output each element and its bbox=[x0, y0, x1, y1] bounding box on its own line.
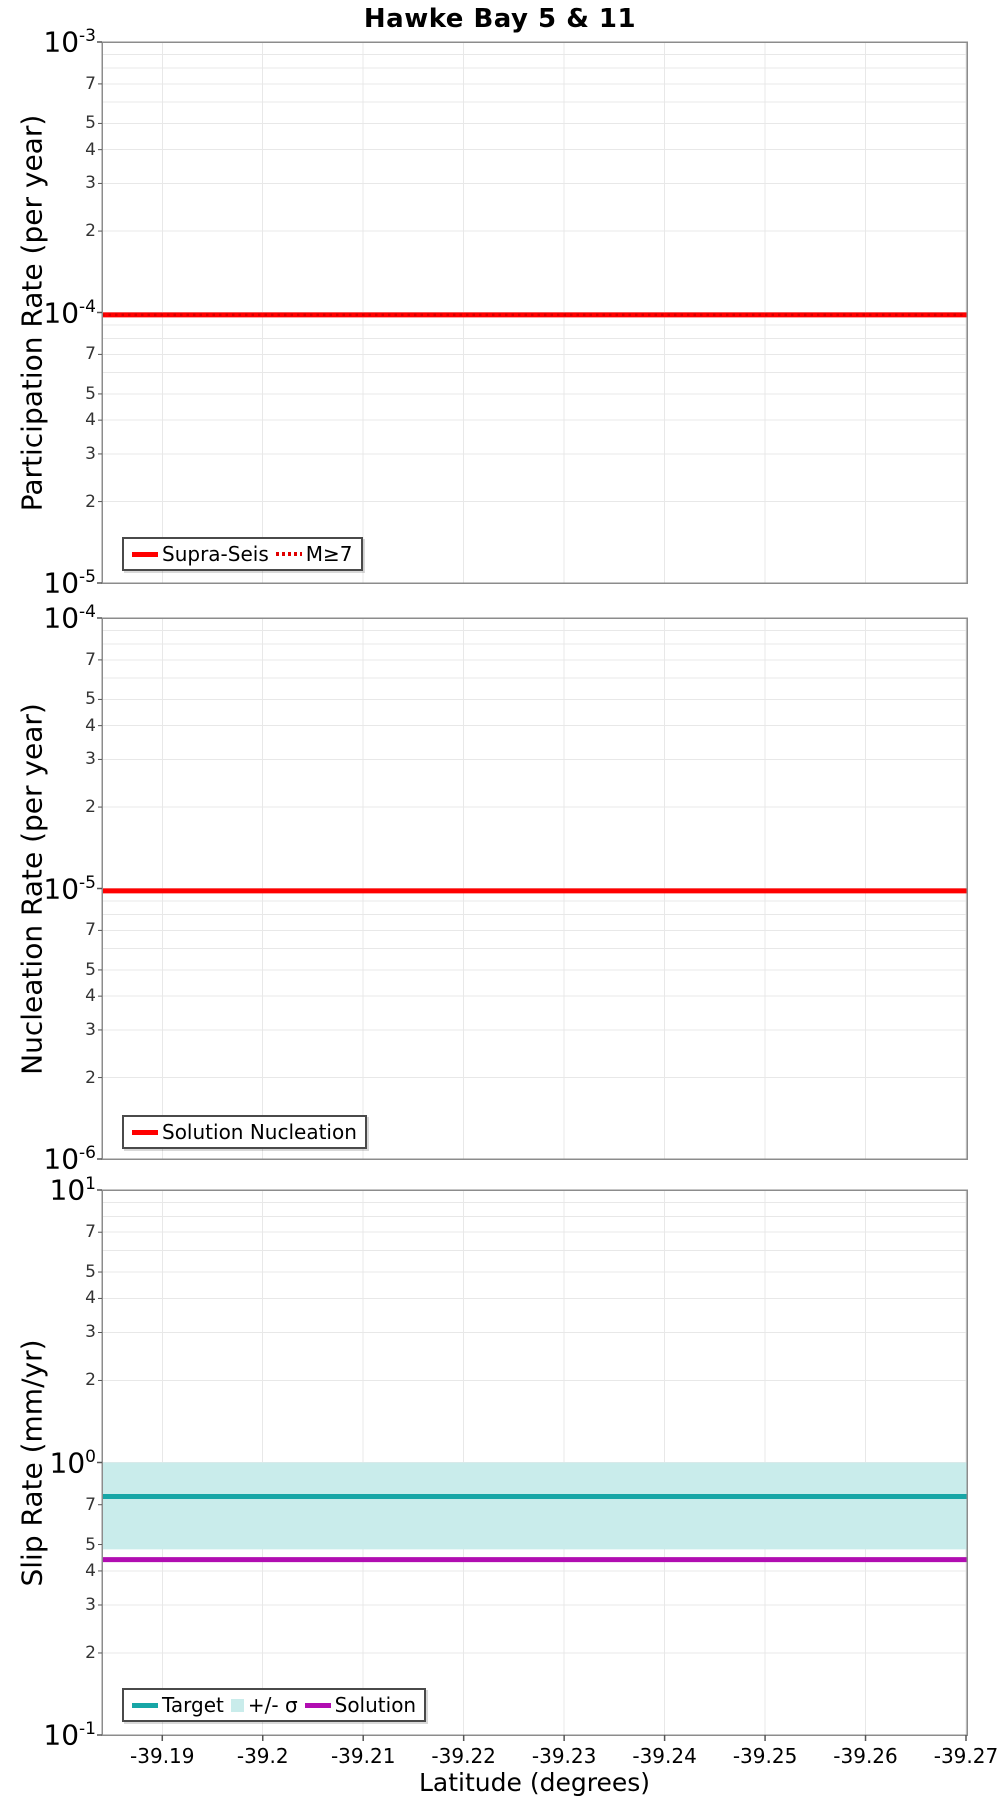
x-tick-label: -39.22 bbox=[431, 1744, 496, 1768]
y-minor-tick-label: 2 bbox=[85, 221, 96, 242]
plot-nucleation-rate bbox=[97, 617, 968, 1160]
y-minor-tick-label: 3 bbox=[85, 1594, 96, 1615]
y-minor-tick-label: 4 bbox=[85, 715, 96, 736]
legend-swatch-line bbox=[132, 1129, 158, 1135]
y-minor-tick-label: 7 bbox=[85, 1222, 96, 1243]
x-tick-label: -39.19 bbox=[130, 1744, 195, 1768]
y-minor-tick-label: 5 bbox=[85, 959, 96, 980]
y-minor-tick-label: 3 bbox=[85, 173, 96, 194]
legend-label: M≥7 bbox=[305, 542, 353, 566]
y-exponent: -5 bbox=[79, 567, 96, 588]
legend-nucleation-rate: Solution Nucleation bbox=[122, 1115, 367, 1149]
y-minor-tick-label: 5 bbox=[85, 1262, 96, 1283]
y-minor-tick-label: 3 bbox=[85, 443, 96, 464]
y-exponent: -6 bbox=[79, 1143, 96, 1164]
y-minor-tick-label: 7 bbox=[85, 1494, 96, 1515]
y-minor-tick-label: 2 bbox=[85, 491, 96, 512]
legend-slip-rate: Target +/- σ Solution bbox=[122, 1688, 427, 1722]
legend-item: Solution Nucleation bbox=[132, 1120, 357, 1144]
x-axis-label: Latitude (degrees) bbox=[419, 1768, 650, 1797]
x-tick-label: -39.26 bbox=[833, 1744, 898, 1768]
x-tick-label: -39.2 bbox=[236, 1744, 289, 1768]
y-exponent: 1 bbox=[85, 1174, 96, 1195]
legend-label: Solution bbox=[334, 1693, 417, 1717]
y-major-tick-label: 10-4 bbox=[43, 296, 96, 329]
y-minor-tick-label: 5 bbox=[85, 113, 96, 134]
legend-item: Supra-Seis bbox=[132, 542, 269, 566]
legend-swatch-line bbox=[132, 1702, 158, 1708]
y-minor-tick-label: 2 bbox=[85, 797, 96, 818]
y-major-tick-label: 10-5 bbox=[43, 872, 96, 905]
series-band-+/- σ bbox=[102, 1462, 967, 1550]
plot-participation-rate bbox=[97, 41, 968, 584]
y-minor-tick-label: 4 bbox=[85, 986, 96, 1007]
y-major-tick-label: 10-4 bbox=[43, 601, 96, 635]
y-minor-tick-label: 7 bbox=[85, 649, 96, 670]
y-major-tick-label: 10-1 bbox=[43, 1718, 96, 1752]
y-minor-tick-label: 5 bbox=[85, 383, 96, 404]
y-minor-tick-label: 4 bbox=[85, 410, 96, 431]
y-minor-tick-label: 3 bbox=[85, 1322, 96, 1343]
legend-label: Solution Nucleation bbox=[162, 1120, 357, 1144]
chart-title: Hawke Bay 5 & 11 bbox=[363, 4, 637, 34]
y-axis-label-slip-rate: Slip Rate (mm/yr) bbox=[15, 1338, 49, 1587]
legend-swatch-line bbox=[304, 1702, 331, 1708]
y-minor-tick-label: 2 bbox=[85, 1642, 96, 1663]
y-axis-label-participation-rate: Participation Rate (per year) bbox=[15, 114, 49, 511]
x-tick-label: -39.23 bbox=[531, 1744, 597, 1768]
y-minor-tick-label: 4 bbox=[85, 1288, 96, 1309]
legend-swatch-line bbox=[132, 551, 158, 557]
x-tick-label: -39.25 bbox=[732, 1744, 798, 1768]
y-major-tick-label: 100 bbox=[49, 1446, 96, 1479]
legend-item: Target bbox=[132, 1693, 224, 1717]
y-exponent: -1 bbox=[79, 1719, 96, 1740]
y-minor-tick-label: 7 bbox=[85, 73, 96, 94]
legend-label: Target bbox=[162, 1693, 224, 1717]
legend-item: Solution bbox=[304, 1693, 417, 1717]
y-axis-label-nucleation-rate: Nucleation Rate (per year) bbox=[15, 702, 49, 1075]
y-major-tick-label: 10-3 bbox=[43, 25, 96, 59]
y-major-tick-label: 10-5 bbox=[43, 566, 96, 600]
plot-slip-rate bbox=[97, 1189, 968, 1741]
legend-participation-rate: Supra-Seis M≥7 bbox=[122, 537, 363, 571]
y-minor-tick-label: 7 bbox=[85, 344, 96, 365]
legend-swatch-dotted bbox=[275, 552, 302, 556]
legend-label: +/- σ bbox=[247, 1693, 298, 1717]
y-minor-tick-label: 5 bbox=[85, 689, 96, 710]
y-minor-tick-label: 4 bbox=[85, 139, 96, 160]
y-minor-tick-label: 5 bbox=[85, 1534, 96, 1555]
y-exponent: -4 bbox=[79, 296, 96, 317]
y-minor-tick-label: 2 bbox=[85, 1370, 96, 1391]
y-minor-tick-label: 2 bbox=[85, 1067, 96, 1088]
y-major-tick-label: 10-6 bbox=[43, 1142, 96, 1176]
y-minor-tick-label: 3 bbox=[85, 749, 96, 770]
x-tick-label: -39.27 bbox=[933, 1744, 999, 1768]
y-minor-tick-label: 7 bbox=[85, 920, 96, 941]
y-exponent: 0 bbox=[85, 1446, 96, 1467]
y-exponent: -5 bbox=[79, 872, 96, 893]
legend-label: Supra-Seis bbox=[162, 542, 269, 566]
y-minor-tick-label: 4 bbox=[85, 1560, 96, 1581]
y-exponent: -3 bbox=[79, 26, 96, 47]
legend-swatch-patch bbox=[230, 1698, 244, 1712]
legend-item: M≥7 bbox=[275, 542, 353, 566]
legend-item: +/- σ bbox=[230, 1693, 298, 1717]
x-tick-label: -39.24 bbox=[632, 1744, 697, 1768]
y-minor-tick-label: 3 bbox=[85, 1019, 96, 1040]
y-major-tick-label: 101 bbox=[49, 1173, 96, 1207]
y-exponent: -4 bbox=[79, 602, 96, 623]
x-tick-label: -39.21 bbox=[330, 1744, 396, 1768]
